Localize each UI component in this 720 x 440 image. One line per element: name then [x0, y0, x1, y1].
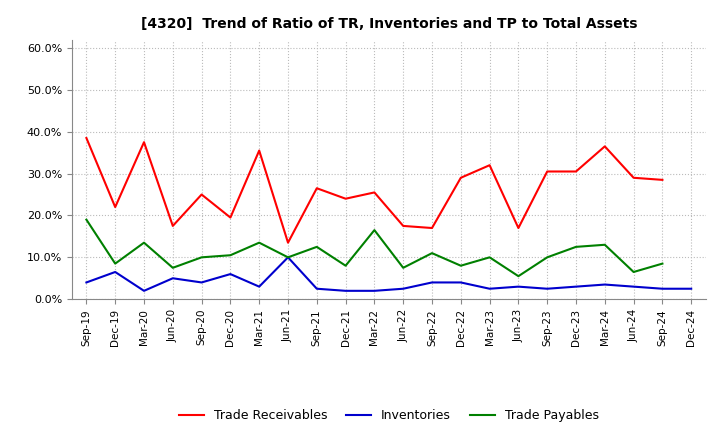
Inventories	[399, 286, 408, 291]
Trade Receivables	[168, 223, 177, 228]
Trade Payables	[370, 227, 379, 233]
Trade Receivables	[600, 144, 609, 149]
Trade Payables	[82, 217, 91, 222]
Legend: Trade Receivables, Inventories, Trade Payables: Trade Receivables, Inventories, Trade Pa…	[174, 404, 604, 427]
Line: Inventories: Inventories	[86, 257, 691, 291]
Trade Payables	[485, 255, 494, 260]
Inventories	[226, 271, 235, 277]
Trade Payables	[168, 265, 177, 271]
Inventories	[197, 280, 206, 285]
Trade Payables	[658, 261, 667, 266]
Title: [4320]  Trend of Ratio of TR, Inventories and TP to Total Assets: [4320] Trend of Ratio of TR, Inventories…	[140, 18, 637, 32]
Trade Receivables	[140, 139, 148, 145]
Inventories	[658, 286, 667, 291]
Inventories	[111, 269, 120, 275]
Trade Receivables	[111, 205, 120, 210]
Inventories	[168, 275, 177, 281]
Inventories	[312, 286, 321, 291]
Trade Receivables	[226, 215, 235, 220]
Inventories	[572, 284, 580, 289]
Inventories	[514, 284, 523, 289]
Trade Receivables	[428, 225, 436, 231]
Trade Payables	[226, 253, 235, 258]
Trade Receivables	[572, 169, 580, 174]
Trade Payables	[111, 261, 120, 266]
Trade Payables	[140, 240, 148, 246]
Inventories	[370, 288, 379, 293]
Inventories	[485, 286, 494, 291]
Trade Payables	[341, 263, 350, 268]
Trade Receivables	[485, 162, 494, 168]
Trade Payables	[572, 244, 580, 249]
Trade Payables	[456, 263, 465, 268]
Inventories	[543, 286, 552, 291]
Trade Receivables	[255, 148, 264, 153]
Trade Payables	[543, 255, 552, 260]
Trade Receivables	[284, 240, 292, 246]
Trade Receivables	[370, 190, 379, 195]
Inventories	[428, 280, 436, 285]
Inventories	[284, 255, 292, 260]
Trade Receivables	[629, 175, 638, 180]
Trade Payables	[399, 265, 408, 271]
Trade Receivables	[341, 196, 350, 202]
Trade Receivables	[399, 223, 408, 228]
Trade Payables	[255, 240, 264, 246]
Inventories	[255, 284, 264, 289]
Trade Receivables	[514, 225, 523, 231]
Trade Payables	[284, 255, 292, 260]
Inventories	[140, 288, 148, 293]
Trade Receivables	[543, 169, 552, 174]
Trade Receivables	[312, 186, 321, 191]
Trade Payables	[600, 242, 609, 247]
Trade Receivables	[658, 177, 667, 183]
Trade Payables	[514, 274, 523, 279]
Trade Payables	[629, 269, 638, 275]
Inventories	[687, 286, 696, 291]
Trade Payables	[197, 255, 206, 260]
Trade Payables	[312, 244, 321, 249]
Line: Trade Payables: Trade Payables	[86, 220, 662, 276]
Trade Receivables	[197, 192, 206, 197]
Inventories	[341, 288, 350, 293]
Trade Receivables	[456, 175, 465, 180]
Inventories	[600, 282, 609, 287]
Inventories	[456, 280, 465, 285]
Line: Trade Receivables: Trade Receivables	[86, 138, 662, 243]
Inventories	[629, 284, 638, 289]
Inventories	[82, 280, 91, 285]
Trade Payables	[428, 250, 436, 256]
Trade Receivables	[82, 136, 91, 141]
